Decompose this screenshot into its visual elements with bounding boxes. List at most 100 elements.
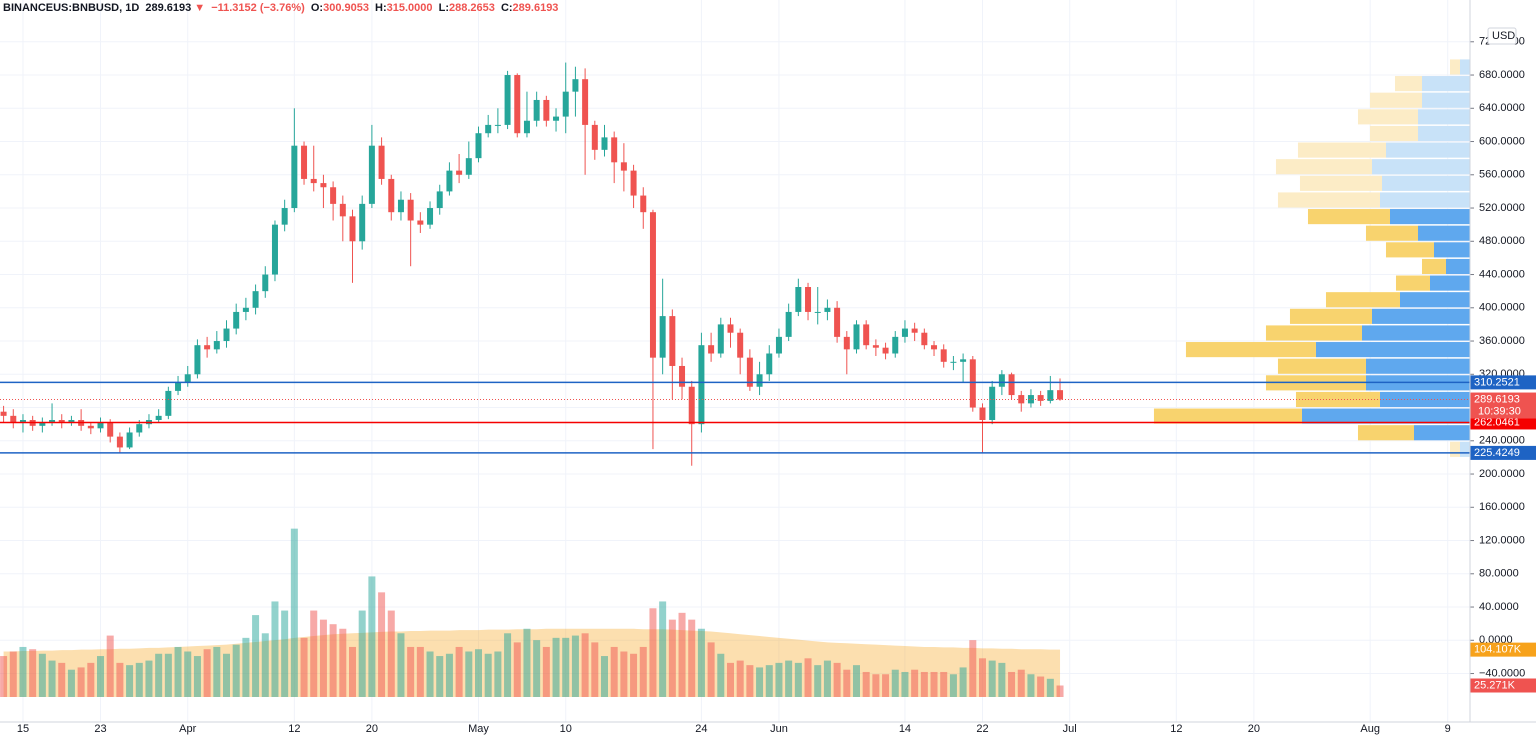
volume-bar	[969, 640, 977, 697]
candle-body	[475, 133, 482, 159]
candle-body	[766, 353, 773, 375]
profile-down	[1265, 325, 1362, 341]
change: −11.3152 (−3.76%)	[211, 2, 305, 14]
y-tick-label: 560.0000	[1479, 169, 1525, 181]
countdown: 10:39:30	[1478, 405, 1521, 417]
candle-body	[969, 359, 976, 408]
candle-body	[87, 425, 94, 429]
volume-bar	[959, 667, 967, 697]
candle-body	[737, 332, 744, 358]
candle-body	[1057, 390, 1064, 400]
candle-body	[727, 324, 734, 333]
volume-bar	[242, 637, 250, 697]
profile-up	[1459, 441, 1470, 457]
candle-body	[989, 386, 996, 421]
volume-bar	[319, 619, 327, 697]
volume-bar	[1056, 685, 1064, 697]
volume-bar	[765, 665, 773, 697]
volume-bar	[823, 660, 831, 697]
profile-down	[1153, 408, 1302, 424]
profile-up	[1301, 408, 1470, 424]
high-label: H:	[375, 2, 387, 14]
volume-bar	[223, 653, 231, 697]
y-tick-label: 480.0000	[1479, 235, 1525, 247]
volume-bar	[87, 662, 95, 697]
volume-bar	[756, 667, 764, 697]
candle-body	[960, 359, 967, 362]
profile-up	[1385, 142, 1470, 158]
profile-up	[1429, 275, 1470, 291]
volume-bar	[639, 646, 647, 697]
profile-down	[1307, 209, 1390, 225]
candle-body	[756, 374, 763, 387]
candle-body	[1008, 374, 1015, 396]
candle-body	[679, 365, 686, 387]
symbol: BINANCEUS:BNBUSD, 1D	[3, 2, 140, 14]
candle-body	[1037, 395, 1044, 401]
candle-body	[184, 374, 191, 383]
candle-body	[892, 336, 899, 354]
candle-body	[359, 203, 366, 242]
profile-down	[1421, 258, 1446, 275]
x-tick-label: 23	[94, 723, 106, 735]
profile-down	[1385, 242, 1434, 258]
candle-body	[165, 390, 172, 416]
candle-body	[58, 420, 65, 423]
candle-body	[436, 191, 443, 209]
profile-down	[1325, 292, 1400, 308]
volume-bar	[445, 653, 453, 697]
y-tick-label: 160.0000	[1479, 501, 1525, 513]
volume-bar	[174, 646, 182, 697]
candle-body	[611, 137, 618, 163]
profile-down	[1185, 342, 1316, 358]
y-tick-label: 400.0000	[1479, 302, 1525, 314]
y-tick-label: 80.0000	[1479, 568, 1519, 580]
candle-body	[1027, 395, 1034, 404]
volume-bar	[494, 651, 502, 697]
candle-body	[10, 415, 17, 423]
volume-bar	[920, 671, 928, 697]
profile-down	[1369, 92, 1422, 108]
volume-bar	[678, 612, 686, 697]
candle-body	[640, 195, 647, 213]
candle-body	[717, 324, 724, 354]
volume-bar	[775, 662, 783, 697]
candle-body	[688, 386, 695, 425]
profile-down	[1357, 109, 1418, 125]
candle-body	[155, 415, 162, 421]
profile-down	[1289, 308, 1372, 324]
level-label: 225.4249	[1474, 447, 1520, 459]
candle-body	[320, 183, 327, 188]
candle-body	[368, 145, 375, 204]
candle-body	[950, 361, 957, 363]
x-tick-label: 24	[695, 723, 707, 735]
candle-body	[533, 99, 540, 121]
candle-body	[126, 432, 133, 448]
candle-body	[620, 162, 627, 171]
level-label-bg	[1470, 445, 1536, 460]
volume-bar	[126, 665, 134, 697]
volume-bar	[349, 646, 357, 697]
candle-body	[262, 274, 269, 292]
profile-up	[1433, 242, 1470, 258]
x-tick-label: 20	[1248, 723, 1260, 735]
volume-bar	[872, 674, 880, 697]
volume-bar	[688, 619, 696, 697]
volume-bar	[97, 656, 105, 697]
candle-body	[378, 145, 385, 179]
candle-body	[19, 420, 26, 423]
profile-up	[1445, 258, 1470, 275]
volume-bar	[785, 660, 793, 697]
candle-body	[775, 336, 782, 354]
candle-body	[242, 307, 249, 312]
y-tick-label: 440.0000	[1479, 268, 1525, 280]
candle-body	[252, 291, 259, 308]
profile-down	[1369, 125, 1418, 142]
candle-body	[301, 145, 308, 179]
volume-bar	[252, 615, 260, 697]
profile-up	[1361, 325, 1470, 341]
high-value: 315.0000	[386, 2, 433, 14]
volume-bar	[232, 644, 240, 697]
candle-body	[911, 328, 918, 333]
